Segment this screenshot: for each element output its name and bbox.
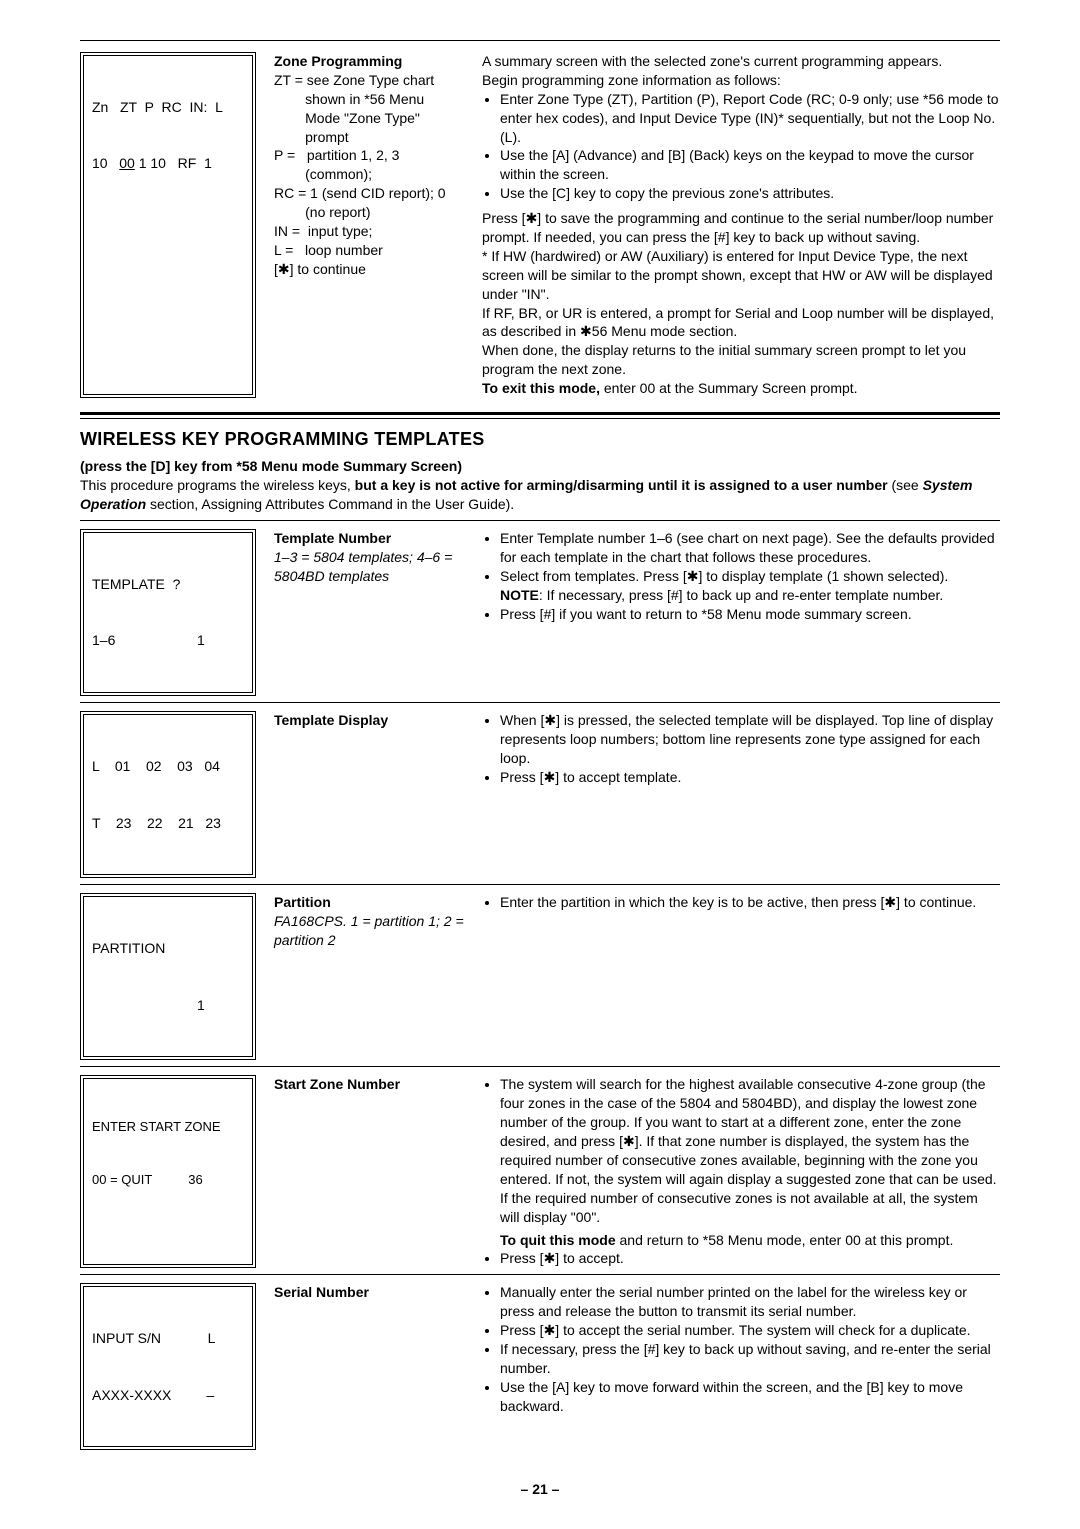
zone-mid-column: Zone Programming ZT = see Zone Type char… xyxy=(274,52,464,398)
partition-mid: Partition FA168CPS. 1 = partition 1; 2 =… xyxy=(274,893,464,1060)
partition-row: PARTITION 1 Partition FA168CPS. 1 = part… xyxy=(80,893,1000,1060)
lcd-line2: 10 00 1 10 RF 1 xyxy=(92,154,244,173)
template-number-right: Enter Template number 1–6 (see chart on … xyxy=(482,529,1000,696)
zone-right-column: A summary screen with the selected zone'… xyxy=(482,52,1000,398)
lcd-template-display: L 01 02 03 04 T 23 22 21 23 xyxy=(80,711,256,878)
thin-rule-1 xyxy=(80,520,1000,521)
thin-rule-4 xyxy=(80,1066,1000,1067)
page-number: – 21 – xyxy=(80,1480,1000,1499)
lcd-partition: PARTITION 1 xyxy=(80,893,256,1060)
serial-right: Manually enter the serial number printed… xyxy=(482,1283,1000,1450)
zone-right-p4: * If HW (hardwired) or AW (Auxiliary) is… xyxy=(482,247,1000,304)
lcd-serial: INPUT S/N L AXXX-XXXX – xyxy=(80,1283,256,1450)
template-display-right: When [✱] is pressed, the selected templa… xyxy=(482,711,1000,878)
lcd-template-number: TEMPLATE ? 1–6 1 xyxy=(80,529,256,696)
thin-rule-2 xyxy=(80,702,1000,703)
serial-mid: Serial Number xyxy=(274,1283,464,1450)
start-zone-mid: Start Zone Number xyxy=(274,1075,464,1268)
template-display-mid: Template Display xyxy=(274,711,464,878)
zone-right-p7: To exit this mode, enter 00 at the Summa… xyxy=(482,379,1000,398)
start-zone-quit: To quit this mode and return to *58 Menu… xyxy=(482,1231,1000,1250)
thin-rule-3 xyxy=(80,884,1000,885)
zone-programming-row: Zn ZT P RC IN: L 10 00 1 10 RF 1 Zone Pr… xyxy=(80,52,1000,398)
wireless-title: WIRELESS KEY PROGRAMMING TEMPLATES xyxy=(80,427,1000,451)
start-zone-right: The system will search for the highest a… xyxy=(482,1075,1000,1268)
thin-rule-5 xyxy=(80,1274,1000,1275)
template-number-row: TEMPLATE ? 1–6 1 Template Number 1–3 = 5… xyxy=(80,529,1000,696)
zone-mid-title: Zone Programming xyxy=(274,52,464,71)
zone-right-p6: When done, the display returns to the in… xyxy=(482,341,1000,379)
zone-right-b2: Use the [A] (Advance) and [B] (Back) key… xyxy=(500,146,1000,184)
template-display-row: L 01 02 03 04 T 23 22 21 23 Template Dis… xyxy=(80,711,1000,878)
zone-right-b3: Use the [C] key to copy the previous zon… xyxy=(500,184,1000,203)
start-zone-row: ENTER START ZONE 00 = QUIT 36 Start Zone… xyxy=(80,1075,1000,1268)
zone-mid-text: ZT = see Zone Type chart shown in *56 Me… xyxy=(274,71,464,279)
zone-right-b1: Enter Zone Type (ZT), Partition (P), Rep… xyxy=(500,90,1000,147)
lcd-zone-programming: Zn ZT P RC IN: L 10 00 1 10 RF 1 xyxy=(80,52,256,398)
zone-right-p2: Begin programming zone information as fo… xyxy=(482,71,1000,90)
wireless-subnote: (press the [D] key from *58 Menu mode Su… xyxy=(80,457,1000,514)
top-rule xyxy=(80,40,1000,42)
lcd-line1: Zn ZT P RC IN: L xyxy=(92,98,244,117)
lcd-start-zone: ENTER START ZONE 00 = QUIT 36 xyxy=(80,1075,256,1268)
zone-right-p1: A summary screen with the selected zone'… xyxy=(482,52,1000,71)
zone-right-p3: Press [✱] to save the programming and co… xyxy=(482,209,1000,247)
zone-right-p5: If RF, BR, or UR is entered, a prompt fo… xyxy=(482,304,1000,342)
section-divider xyxy=(80,412,1000,419)
partition-right: Enter the partition in which the key is … xyxy=(482,893,1000,1060)
serial-row: INPUT S/N L AXXX-XXXX – Serial Number Ma… xyxy=(80,1283,1000,1450)
template-number-mid: Template Number 1–3 = 5804 templates; 4–… xyxy=(274,529,464,696)
zone-right-list: Enter Zone Type (ZT), Partition (P), Rep… xyxy=(482,90,1000,203)
